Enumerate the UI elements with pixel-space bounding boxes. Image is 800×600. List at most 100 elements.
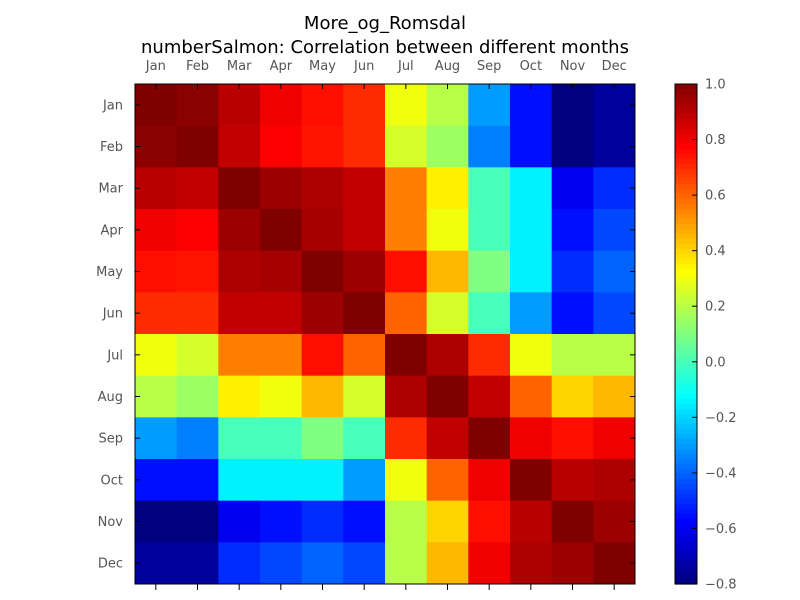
heatmap-cell xyxy=(552,376,594,418)
x-tick-label: Jul xyxy=(397,59,414,74)
heatmap-cell xyxy=(177,459,219,501)
heatmap-cell xyxy=(593,209,635,251)
colorbar-segment xyxy=(675,444,697,450)
heatmap-cell xyxy=(135,542,177,584)
heatmap-cell xyxy=(218,251,260,293)
colorbar-segment xyxy=(675,219,697,225)
heatmap-cell xyxy=(385,251,427,293)
colorbar-segment xyxy=(675,199,697,205)
heatmap-cell xyxy=(593,292,635,334)
heatmap-cell xyxy=(552,251,594,293)
heatmap-cell xyxy=(593,126,635,168)
heatmap-cell xyxy=(552,292,594,334)
heatmap-cell xyxy=(135,292,177,334)
heatmap-cell xyxy=(385,459,427,501)
y-tick-label: Oct xyxy=(101,473,123,488)
heatmap-cell xyxy=(593,417,635,459)
heatmap-cell xyxy=(552,334,594,376)
heatmap-cell xyxy=(593,334,635,376)
heatmap-cell xyxy=(468,417,510,459)
x-tick-label: Jan xyxy=(145,59,166,74)
x-tick-label: Aug xyxy=(435,59,460,74)
heatmap-cell xyxy=(177,334,219,376)
heatmap-cell xyxy=(177,167,219,209)
heatmap-cell xyxy=(218,292,260,334)
heatmap-cell xyxy=(552,459,594,501)
heatmap-cell xyxy=(177,251,219,293)
heatmap-cell xyxy=(260,417,302,459)
colorbar-segment xyxy=(675,409,697,415)
y-tick-label: Feb xyxy=(100,140,123,155)
colorbar-segment xyxy=(675,489,697,495)
heatmap-cell xyxy=(593,376,635,418)
heatmap-cell xyxy=(468,251,510,293)
chart-title: More_og_Romsdal xyxy=(304,13,466,34)
colorbar-segment xyxy=(675,399,697,405)
y-tick-label: Dec xyxy=(98,557,123,572)
heatmap-cell xyxy=(302,501,344,543)
heatmap-cell xyxy=(552,417,594,459)
colorbar-segment xyxy=(675,369,697,375)
colorbar-segment xyxy=(675,339,697,345)
colorbar-segment xyxy=(675,189,697,195)
colorbar-segment xyxy=(675,509,697,515)
heatmap-cell xyxy=(135,334,177,376)
heatmap-cell xyxy=(260,84,302,126)
heatmap-cell xyxy=(302,459,344,501)
colorbar-segment xyxy=(675,394,697,400)
heatmap-cell xyxy=(343,459,385,501)
colorbar-tick-label: 1.0 xyxy=(705,78,726,93)
heatmap-cell xyxy=(593,84,635,126)
heatmap-cell xyxy=(343,542,385,584)
heatmap-cell xyxy=(510,334,552,376)
heatmap-cell xyxy=(302,334,344,376)
x-tick-label: Dec xyxy=(602,59,627,74)
colorbar-segment xyxy=(675,574,697,580)
colorbar-segment xyxy=(675,424,697,430)
heatmap-cell xyxy=(385,167,427,209)
colorbar-segment xyxy=(675,279,697,285)
y-tick-label: Jan xyxy=(102,98,123,113)
colorbar-segment xyxy=(675,154,697,160)
colorbar-tick-label: 0.8 xyxy=(705,133,726,148)
x-tick-label: Feb xyxy=(186,59,209,74)
colorbar-segment xyxy=(675,559,697,565)
heatmap-cell xyxy=(468,209,510,251)
colorbar-segment xyxy=(675,264,697,270)
heatmap-cell xyxy=(468,459,510,501)
y-tick-label: Mar xyxy=(98,182,123,197)
heatmap-cell xyxy=(218,501,260,543)
heatmap-cell xyxy=(468,376,510,418)
heatmap-cell xyxy=(468,292,510,334)
heatmap-cell xyxy=(385,126,427,168)
heatmap-cell xyxy=(302,126,344,168)
heatmap-cell xyxy=(135,167,177,209)
colorbar-segment xyxy=(675,469,697,475)
heatmap-cell xyxy=(468,84,510,126)
colorbar-tick-label: 0.2 xyxy=(705,300,726,315)
heatmap-cell xyxy=(218,542,260,584)
heatmap-cell xyxy=(510,501,552,543)
colorbar-segment xyxy=(675,289,697,295)
heatmap-cell xyxy=(593,459,635,501)
y-tick-label: Jul xyxy=(106,348,123,363)
x-tick-label: Oct xyxy=(520,59,542,74)
colorbar-segment xyxy=(675,334,697,340)
colorbar-segment xyxy=(675,299,697,305)
heatmap-cell xyxy=(343,417,385,459)
x-tick-label: Nov xyxy=(560,59,586,74)
colorbar-segment xyxy=(675,274,697,280)
heatmap-cell xyxy=(510,167,552,209)
colorbar-tick-label: −0.8 xyxy=(705,578,737,593)
colorbar-segment xyxy=(675,414,697,420)
colorbar-tick-label: −0.6 xyxy=(705,522,737,537)
heatmap-cell xyxy=(177,292,219,334)
heatmap-cell xyxy=(510,459,552,501)
colorbar-segment xyxy=(675,329,697,335)
colorbar-segment xyxy=(675,234,697,240)
heatmap-cell xyxy=(510,376,552,418)
heatmap-cell xyxy=(135,126,177,168)
colorbar-segment xyxy=(675,439,697,445)
heatmap-cell xyxy=(468,126,510,168)
colorbar-segment xyxy=(675,244,697,250)
